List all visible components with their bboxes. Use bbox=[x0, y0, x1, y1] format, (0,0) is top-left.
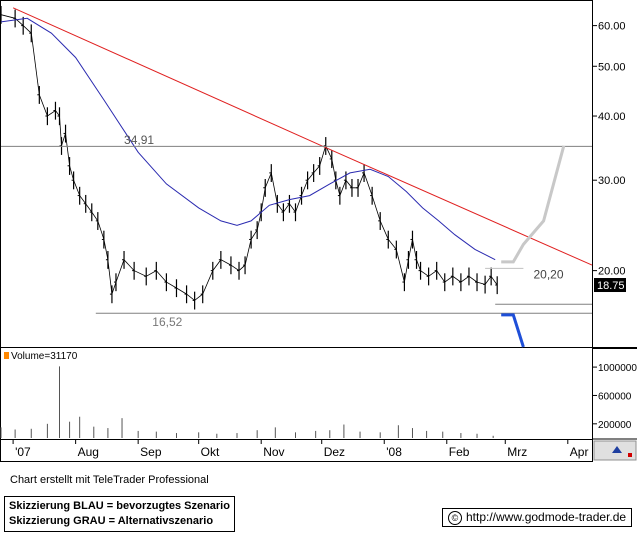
x-tick-label: Sep bbox=[140, 445, 162, 459]
volume-y-tick-label: 1000000 bbox=[598, 363, 637, 374]
x-tick-label: Aug bbox=[78, 445, 99, 459]
level-label: 34,91 bbox=[124, 133, 154, 147]
y-tick-label: 60.00 bbox=[598, 21, 626, 33]
x-tick-label: '08 bbox=[386, 445, 402, 459]
last-price-label: 18.75 bbox=[597, 280, 625, 292]
volume-panel-frame bbox=[0, 347, 593, 440]
price-layer: 34,91 16,52 20,20 bbox=[0, 5, 593, 348]
x-axis-panel-frame bbox=[0, 439, 593, 462]
scroll-button[interactable] bbox=[593, 440, 637, 461]
chart-credit: Chart erstellt mit TeleTrader Profession… bbox=[10, 474, 209, 486]
x-tick-label: Nov bbox=[263, 445, 284, 459]
axis-layer: 20.00 30.00 40.00 50.00 60.00 18.75 '07 Aug Sep O… bbox=[12, 21, 637, 459]
source-url[interactable]: http://www.godmode-trader.de bbox=[466, 510, 627, 524]
volume-swatch bbox=[4, 352, 9, 359]
price-trace bbox=[0, 14, 498, 301]
price-chart: 34,91 16,52 20,20 20.00 30.00 40.00 50.00 60.0… bbox=[0, 0, 637, 462]
legend-grey: Skizzierung GRAU = Alternativszenario bbox=[9, 515, 214, 527]
level-label: 16,52 bbox=[152, 315, 182, 329]
scroll-marker bbox=[628, 453, 632, 457]
y-tick-label: 30.00 bbox=[598, 175, 626, 187]
moving-average-line bbox=[0, 17, 496, 261]
trend-line bbox=[12, 7, 593, 266]
last-price-box bbox=[594, 278, 626, 293]
volume-label: Volume=31170 bbox=[11, 351, 78, 362]
y-axis-panel bbox=[593, 0, 637, 461]
legend-blue: Skizzierung BLAU = bevorzugtes Szenario bbox=[9, 500, 230, 512]
scenario-legend: Skizzierung BLAU = bevorzugtes Szenario … bbox=[4, 496, 235, 532]
x-tick-label: '07 bbox=[15, 445, 31, 459]
x-tick-label: Feb bbox=[449, 445, 470, 459]
volume-layer bbox=[0, 366, 494, 438]
blue-scenario-line bbox=[501, 313, 525, 348]
arrow-icon bbox=[612, 446, 622, 453]
x-tick-label: Okt bbox=[201, 445, 220, 459]
y-tick-label: 40.00 bbox=[598, 111, 626, 123]
volume-y-tick-label: 200000 bbox=[598, 420, 632, 431]
x-tick-label: Dez bbox=[324, 445, 345, 459]
y-tick-label: 20.00 bbox=[598, 266, 626, 278]
y-tick-label: 50.00 bbox=[598, 61, 626, 73]
copyright-icon: © bbox=[448, 511, 462, 525]
volume-y-tick-label: 600000 bbox=[598, 391, 632, 402]
grey-scenario-line bbox=[501, 145, 566, 264]
source-link[interactable]: © http://www.godmode-trader.de bbox=[442, 508, 633, 527]
price-panel-frame bbox=[0, 0, 593, 348]
x-tick-label: Mrz bbox=[507, 445, 527, 459]
x-tick-label: Apr bbox=[570, 445, 589, 459]
level-label: 20,20 bbox=[534, 268, 564, 282]
